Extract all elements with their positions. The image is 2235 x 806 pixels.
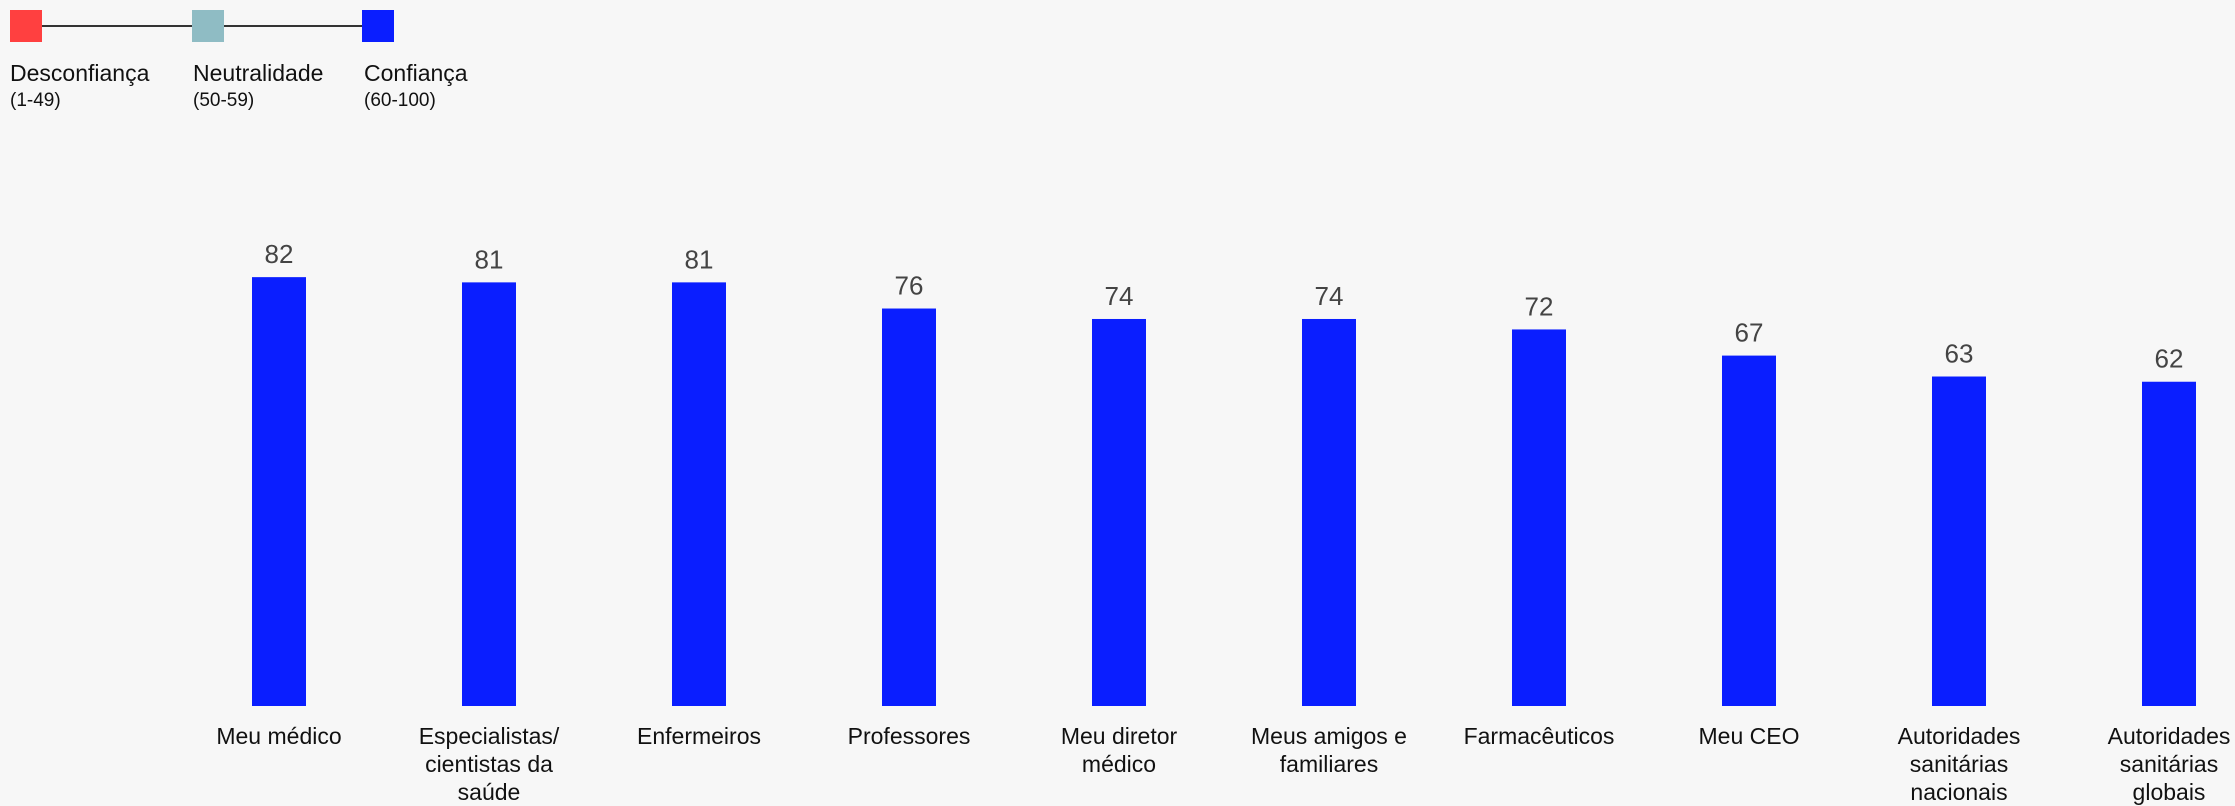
legend-label-trust: Confiança — [364, 60, 468, 86]
bar-value-label: 82 — [265, 239, 294, 269]
bar — [1092, 318, 1146, 706]
bar-value-label: 74 — [1105, 281, 1134, 311]
bar-value-label: 62 — [2155, 344, 2184, 374]
bar-value-label: 81 — [685, 244, 714, 274]
category-label: Especialistas/cientistas da saúde — [418, 723, 560, 805]
category-label: Farmacêuticos — [1463, 723, 1615, 749]
bar-value-label: 67 — [1735, 318, 1764, 348]
bar — [672, 282, 726, 706]
bar — [1932, 376, 1986, 706]
category-label: Enfermeiros — [637, 723, 761, 749]
bar — [882, 308, 936, 706]
legend-label-distrust: Desconfiança — [10, 60, 150, 86]
bar — [2142, 381, 2196, 706]
category-label: Meu diretor médico — [1060, 723, 1178, 777]
category-label: Professores — [847, 723, 971, 749]
bar-chart: 82 81 81 76 74 74 72 67 63 62 — [252, 239, 2196, 706]
bar-value-label: 81 — [475, 244, 504, 274]
category-label: Autoridades sanitárias nacionais — [1897, 723, 2021, 805]
bar-value-label: 74 — [1315, 281, 1344, 311]
legend-swatch-neutral — [192, 10, 224, 42]
legend-range-neutral: (50-59) — [193, 90, 255, 111]
category-label: Meu CEO — [1698, 723, 1800, 749]
bar-value-label: 72 — [1525, 291, 1554, 321]
bar — [1302, 318, 1356, 706]
legend-swatch-trust — [362, 10, 394, 42]
category-label: Autoridades sanitárias globais — [2107, 723, 2231, 805]
bar — [252, 277, 306, 706]
legend-swatch-distrust — [10, 10, 42, 42]
legend-range-trust: (60-100) — [364, 90, 436, 111]
bar-value-label: 76 — [895, 271, 924, 301]
bar — [462, 282, 516, 706]
legend-label-neutral: Neutralidade — [193, 60, 324, 86]
bar-value-label: 63 — [1945, 339, 1974, 369]
bar — [1722, 355, 1776, 706]
category-label: Meu médico — [216, 723, 342, 749]
legend-connector-line — [24, 25, 224, 27]
bar — [1512, 329, 1566, 706]
category-label: Meus amigos e familiares — [1251, 723, 1407, 777]
legend: Desconfiança (1-49) Neutralidade (50-59)… — [0, 0, 520, 140]
legend-connector-line — [208, 25, 378, 27]
legend-range-distrust: (1-49) — [10, 90, 61, 111]
